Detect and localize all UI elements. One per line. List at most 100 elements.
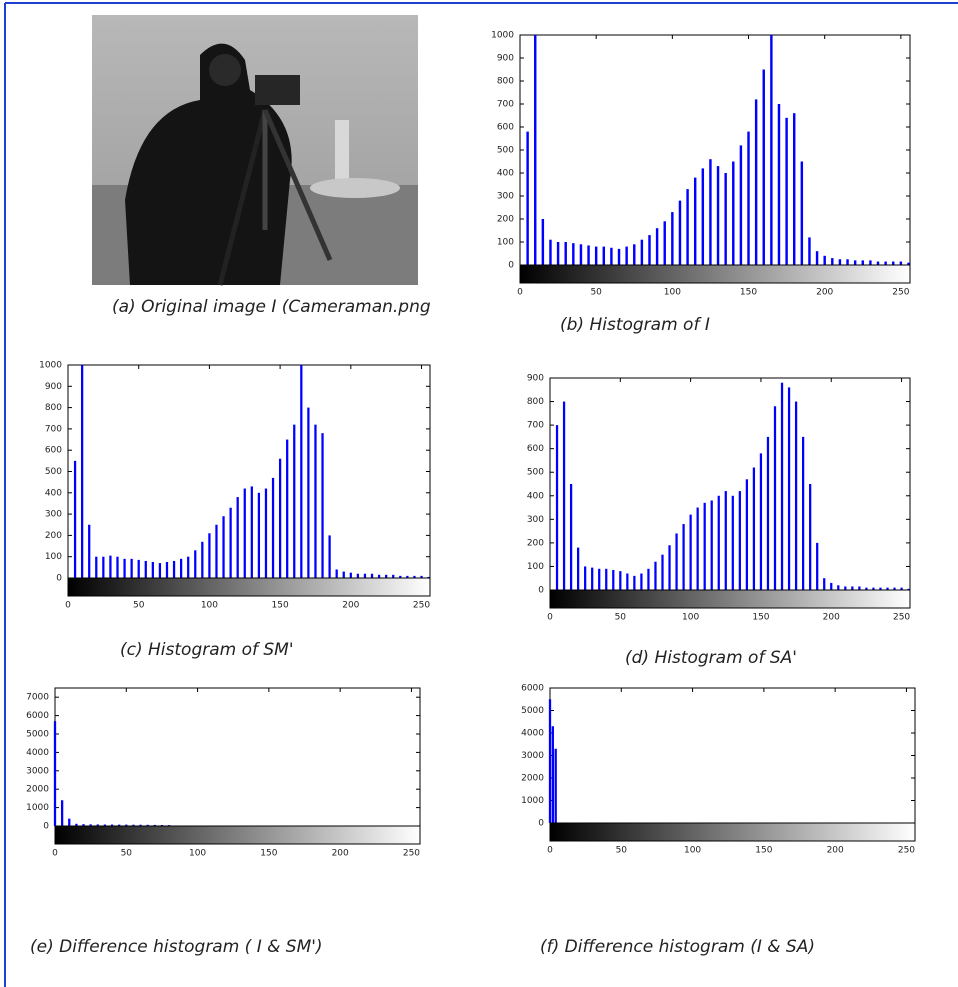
bar [693,177,697,265]
bar [815,251,819,265]
y-tick-label: 5000 [521,706,544,716]
x-tick-label: 150 [272,601,289,611]
bar [710,500,713,590]
bar [858,586,861,590]
bar [321,433,324,578]
bar [837,585,840,590]
bar [686,189,689,265]
y-tick-label: 400 [45,488,62,498]
bar [293,424,296,578]
y-tick-label: 200 [45,531,62,541]
x-tick-label: 100 [684,846,701,856]
caption: (e) Difference histogram ( I & SM') [30,937,323,957]
bar [250,486,253,578]
bar [654,561,657,590]
bar [732,161,735,265]
plot-frame [549,377,911,591]
bar [648,235,651,265]
bar [370,573,374,578]
bar [413,575,416,578]
y-tick-label: 100 [497,238,514,248]
y-tick-label: 500 [45,467,62,477]
bar [785,117,788,265]
bar [787,387,791,590]
bar [724,173,727,265]
bar [655,228,659,265]
x-tick-label: 150 [740,288,757,298]
bar [572,243,575,265]
bar [222,516,225,578]
y-tick-label: 0 [56,574,62,584]
y-tick-label: 4000 [521,729,544,739]
bar [579,244,583,265]
bar [264,488,268,578]
bar [342,571,345,578]
x-tick-label: 100 [682,613,699,623]
bar [846,259,849,265]
bar [406,575,409,578]
y-tick-label: 3000 [521,751,544,761]
bar [356,573,360,578]
bar [617,248,621,265]
y-tick-label: 100 [527,562,544,572]
x-tick-label: 0 [65,601,71,611]
bar [602,246,606,265]
x-tick-label: 0 [517,288,523,298]
plot-frame [54,687,421,827]
y-tick-label: 800 [527,397,544,407]
y-tick-label: 900 [527,374,544,384]
y-tick-label: 4000 [26,748,49,758]
bar [739,145,743,265]
y-tick-label: 5000 [26,730,49,740]
bar [703,502,706,590]
x-tick-label: 250 [898,846,915,856]
bar [675,533,678,590]
bar [146,824,149,826]
bar [777,104,781,265]
bar [671,212,674,265]
bar [716,166,720,265]
bar [153,824,156,826]
bar [562,401,566,590]
x-tick-label: 200 [827,846,844,856]
bar [869,260,872,265]
caption: (d) Histogram of SA' [625,648,797,668]
bar [598,568,601,590]
bar [668,545,671,590]
y-tick-label: 0 [538,819,544,829]
bar [95,556,98,578]
bar [151,562,154,578]
x-tick-label: 250 [893,613,910,623]
colorbar [549,822,916,842]
bar [633,575,636,590]
bar [172,560,176,578]
y-tick-label: 3000 [26,766,49,776]
bar [208,533,211,578]
bar [766,436,770,590]
bar [81,365,84,578]
x-tick-label: 200 [342,601,359,611]
bar [392,574,395,578]
bar [865,587,868,590]
bar [75,823,78,826]
bar [556,242,560,265]
y-tick-label: 200 [527,538,544,548]
y-tick-label: 6000 [26,711,49,721]
x-tick-label: 200 [823,613,840,623]
bar [626,573,629,590]
bar [60,800,64,826]
x-tick-label: 250 [892,288,909,298]
y-tick-label: 800 [497,77,514,87]
bar [851,586,854,590]
bar [314,424,317,578]
bar [724,491,727,590]
bar [420,575,423,578]
x-tick-label: 50 [590,288,602,298]
caption: (b) Histogram of I [560,315,710,335]
x-tick-label: 200 [332,849,349,859]
bar [564,242,567,265]
y-tick-label: 700 [497,100,514,110]
bar [328,535,331,578]
x-tick-label: 100 [189,849,206,859]
